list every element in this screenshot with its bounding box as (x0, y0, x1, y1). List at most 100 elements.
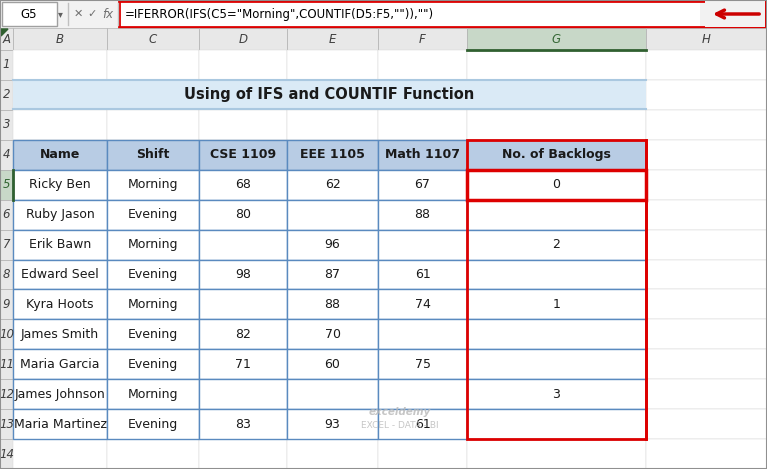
Bar (287, 349, 378, 379)
Bar (378, 289, 467, 319)
Bar (13, 349, 107, 379)
Bar (199, 319, 287, 349)
Bar (107, 409, 199, 439)
Bar (13, 200, 107, 229)
Bar (0, 379, 13, 409)
Bar (107, 200, 199, 229)
Text: 11: 11 (0, 358, 14, 371)
Text: CSE 1109: CSE 1109 (210, 148, 276, 161)
Bar (287, 110, 378, 140)
Bar (13, 50, 107, 80)
Text: EXCEL - DATA - BI: EXCEL - DATA - BI (361, 421, 439, 430)
Bar (0, 409, 13, 439)
Bar (378, 140, 467, 170)
Bar (378, 80, 467, 110)
Bar (467, 319, 646, 349)
Bar (467, 110, 646, 140)
Bar (199, 140, 287, 170)
Bar (378, 259, 467, 289)
Bar (107, 379, 199, 409)
Bar (13, 319, 107, 349)
Polygon shape (1, 29, 8, 36)
Bar (287, 229, 378, 259)
Bar (199, 140, 287, 170)
Bar (199, 379, 287, 409)
Bar (107, 439, 199, 469)
Bar (13, 170, 107, 200)
Bar (378, 439, 467, 469)
Bar (467, 349, 646, 379)
Bar (107, 140, 199, 170)
Bar (107, 349, 199, 379)
Text: 88: 88 (414, 208, 430, 221)
Bar (646, 170, 767, 200)
Text: Kyra Hoots: Kyra Hoots (26, 298, 94, 311)
Text: A: A (2, 32, 11, 45)
Bar (467, 289, 646, 319)
Bar (0, 28, 13, 50)
Bar (287, 140, 378, 170)
Bar (0, 259, 13, 289)
Bar (287, 409, 378, 439)
Bar (646, 80, 767, 110)
Text: Edward Seel: Edward Seel (21, 268, 99, 281)
Text: B: B (56, 32, 64, 45)
Bar (199, 200, 287, 229)
Text: 98: 98 (235, 268, 251, 281)
Bar (646, 379, 767, 409)
Text: EEE 1105: EEE 1105 (300, 148, 365, 161)
Bar (287, 170, 378, 200)
Bar (120, 1, 700, 27)
Bar (107, 110, 199, 140)
Bar (378, 170, 467, 200)
Text: Maria Garcia: Maria Garcia (20, 358, 100, 371)
Bar (378, 229, 467, 259)
Text: 71: 71 (235, 358, 251, 371)
Bar (467, 140, 646, 170)
Text: No. of Backlogs: No. of Backlogs (502, 148, 611, 161)
Text: Maria Martinez: Maria Martinez (14, 417, 107, 431)
Bar (199, 170, 287, 200)
Text: ✕: ✕ (74, 9, 83, 19)
Text: 80: 80 (235, 208, 251, 221)
Text: 62: 62 (324, 178, 341, 191)
Bar (646, 229, 767, 259)
Bar (107, 170, 199, 200)
Bar (0, 319, 13, 349)
Bar (378, 140, 467, 170)
Bar (467, 259, 646, 289)
Bar (467, 379, 646, 409)
Bar (378, 28, 467, 50)
Text: 3: 3 (552, 388, 561, 401)
Bar (467, 200, 646, 229)
Bar (199, 439, 287, 469)
Bar (378, 319, 467, 349)
Bar (107, 379, 199, 409)
Text: exceldemy: exceldemy (369, 407, 431, 417)
Text: Evening: Evening (128, 417, 178, 431)
Text: ▾: ▾ (58, 9, 62, 19)
Bar (287, 200, 378, 229)
Bar (199, 229, 287, 259)
Bar (287, 289, 378, 319)
Bar (467, 289, 646, 319)
Bar (199, 289, 287, 319)
Bar (378, 259, 467, 289)
Text: 74: 74 (414, 298, 430, 311)
Bar (467, 140, 646, 170)
Bar (199, 289, 287, 319)
Bar (199, 80, 287, 110)
Bar (13, 379, 107, 409)
Text: Shift: Shift (137, 148, 170, 161)
Bar (378, 349, 467, 379)
Bar (13, 289, 107, 319)
Text: Ricky Ben: Ricky Ben (29, 178, 91, 191)
Bar (107, 349, 199, 379)
Bar (646, 409, 767, 439)
Text: H: H (702, 32, 711, 45)
Bar (0, 170, 13, 200)
Bar (467, 170, 646, 200)
Text: 7: 7 (3, 238, 10, 251)
Bar (13, 259, 107, 289)
Text: 61: 61 (415, 268, 430, 281)
